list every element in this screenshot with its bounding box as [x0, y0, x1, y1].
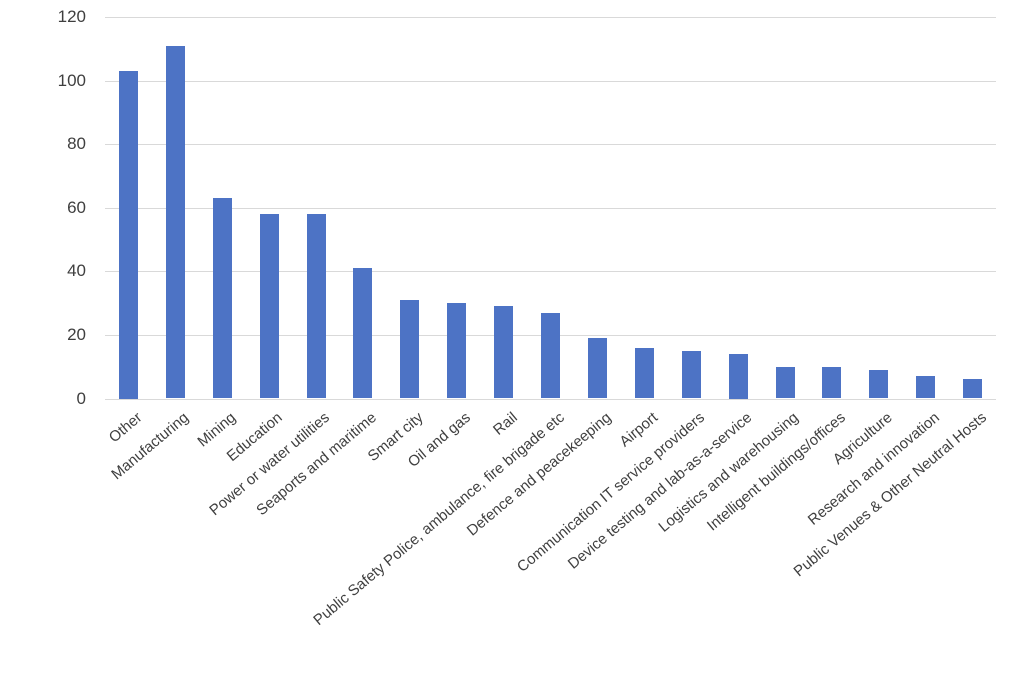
gridline: [105, 80, 996, 82]
gridline: [105, 398, 996, 400]
bar: [822, 366, 842, 399]
gridline: [105, 17, 996, 18]
bar: [869, 369, 889, 399]
bar: [916, 376, 936, 399]
bar: [681, 350, 701, 399]
bar: [728, 354, 748, 399]
bar: [400, 299, 420, 399]
y-axis-tick-label: 40: [67, 261, 86, 281]
y-axis-tick-label: 100: [57, 70, 86, 90]
y-axis-tick-label: 20: [67, 324, 86, 344]
bar: [165, 45, 185, 399]
bar: [541, 312, 560, 399]
bar: [494, 306, 514, 399]
gridline: [105, 207, 996, 209]
bar: [775, 366, 795, 399]
bar: [587, 338, 607, 399]
bar: [118, 71, 138, 399]
y-axis-tick-label: 80: [67, 134, 86, 154]
bar: [634, 347, 654, 399]
x-axis-category-label: Other: [105, 408, 146, 446]
bar: [353, 268, 373, 399]
bar: [259, 214, 279, 399]
bar: [212, 198, 232, 399]
gridline: [105, 144, 996, 146]
gridline: [105, 271, 996, 273]
y-axis-tick-label: 60: [67, 197, 86, 217]
y-axis-tick-label: 0: [76, 388, 86, 408]
bar: [306, 214, 326, 399]
y-axis-tick-label: 120: [57, 7, 86, 26]
bar: [963, 379, 983, 399]
x-axis-category-label: Rail: [489, 408, 521, 439]
bar: [447, 303, 467, 399]
